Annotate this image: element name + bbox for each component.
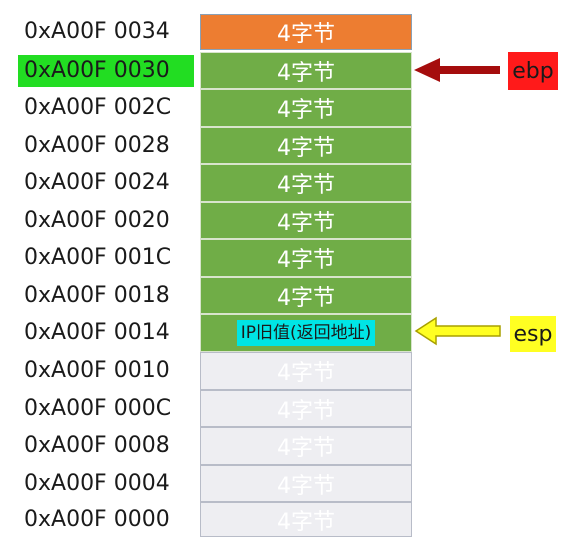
address-label: 0xA00F 0030 bbox=[18, 54, 194, 87]
stack-cell: 4字节 bbox=[200, 164, 412, 202]
cell-label: 4字节 bbox=[277, 509, 335, 535]
ebp-arrow-icon bbox=[414, 58, 500, 82]
stack-cell: 4字节 bbox=[200, 465, 412, 502]
stack-cell: 4字节 bbox=[200, 14, 412, 50]
address-label: 0xA00F 0000 bbox=[24, 506, 170, 532]
stack-cell: 4字节 bbox=[200, 127, 412, 164]
address-label: 0xA00F 001C bbox=[24, 245, 172, 270]
address-label: 0xA00F 0010 bbox=[24, 358, 170, 383]
address-label: 0xA00F 0018 bbox=[24, 282, 170, 308]
cell-label: 4字节 bbox=[277, 473, 335, 499]
return-address-label: IP旧值(返回地址) bbox=[236, 320, 376, 346]
cell-label: 4字节 bbox=[277, 98, 335, 123]
address-label: 0xA00F 0028 bbox=[24, 132, 170, 158]
cell-label: 4字节 bbox=[277, 22, 335, 47]
ebp-register-label: ebp bbox=[508, 52, 558, 90]
stack-cell: 4字节 bbox=[200, 390, 412, 427]
stack-cell: 4字节 bbox=[200, 352, 412, 390]
cell-label: 4字节 bbox=[277, 361, 335, 386]
cell-label: 4字节 bbox=[277, 285, 335, 311]
cell-label: 4字节 bbox=[277, 436, 335, 461]
stack-cell: 4字节 bbox=[200, 239, 412, 277]
address-label: 0xA00F 0034 bbox=[24, 19, 170, 44]
cell-label: 4字节 bbox=[277, 398, 335, 424]
address-label: 0xA00F 0004 bbox=[24, 470, 170, 496]
cell-label: 4字节 bbox=[277, 135, 335, 161]
stack-cell: 4字节 bbox=[200, 427, 412, 465]
stack-cell: 4字节 bbox=[200, 277, 412, 314]
cell-label: 4字节 bbox=[277, 60, 335, 86]
address-label: 0xA00F 0020 bbox=[24, 207, 170, 233]
esp-register-label: esp bbox=[510, 316, 556, 352]
cell-label: 4字节 bbox=[277, 173, 335, 198]
address-label: 0xA00F 0014 bbox=[24, 320, 170, 345]
return-address-cell: IP旧值(返回地址) bbox=[200, 314, 412, 352]
cell-label: 4字节 bbox=[277, 210, 335, 236]
stack-cell: 4字节 bbox=[200, 202, 412, 239]
address-label: 0xA00F 0008 bbox=[24, 433, 170, 458]
esp-arrow-icon bbox=[414, 316, 501, 346]
address-label: 0xA00F 000C bbox=[24, 395, 172, 421]
stack-cell: 4字节 bbox=[200, 89, 412, 127]
address-label: 0xA00F 002C bbox=[24, 95, 172, 120]
stack-cell: 4字节 bbox=[200, 502, 412, 537]
cell-label: 4字节 bbox=[277, 248, 335, 273]
stack-cell: 4字节 bbox=[200, 52, 412, 89]
address-label: 0xA00F 0024 bbox=[24, 170, 170, 195]
